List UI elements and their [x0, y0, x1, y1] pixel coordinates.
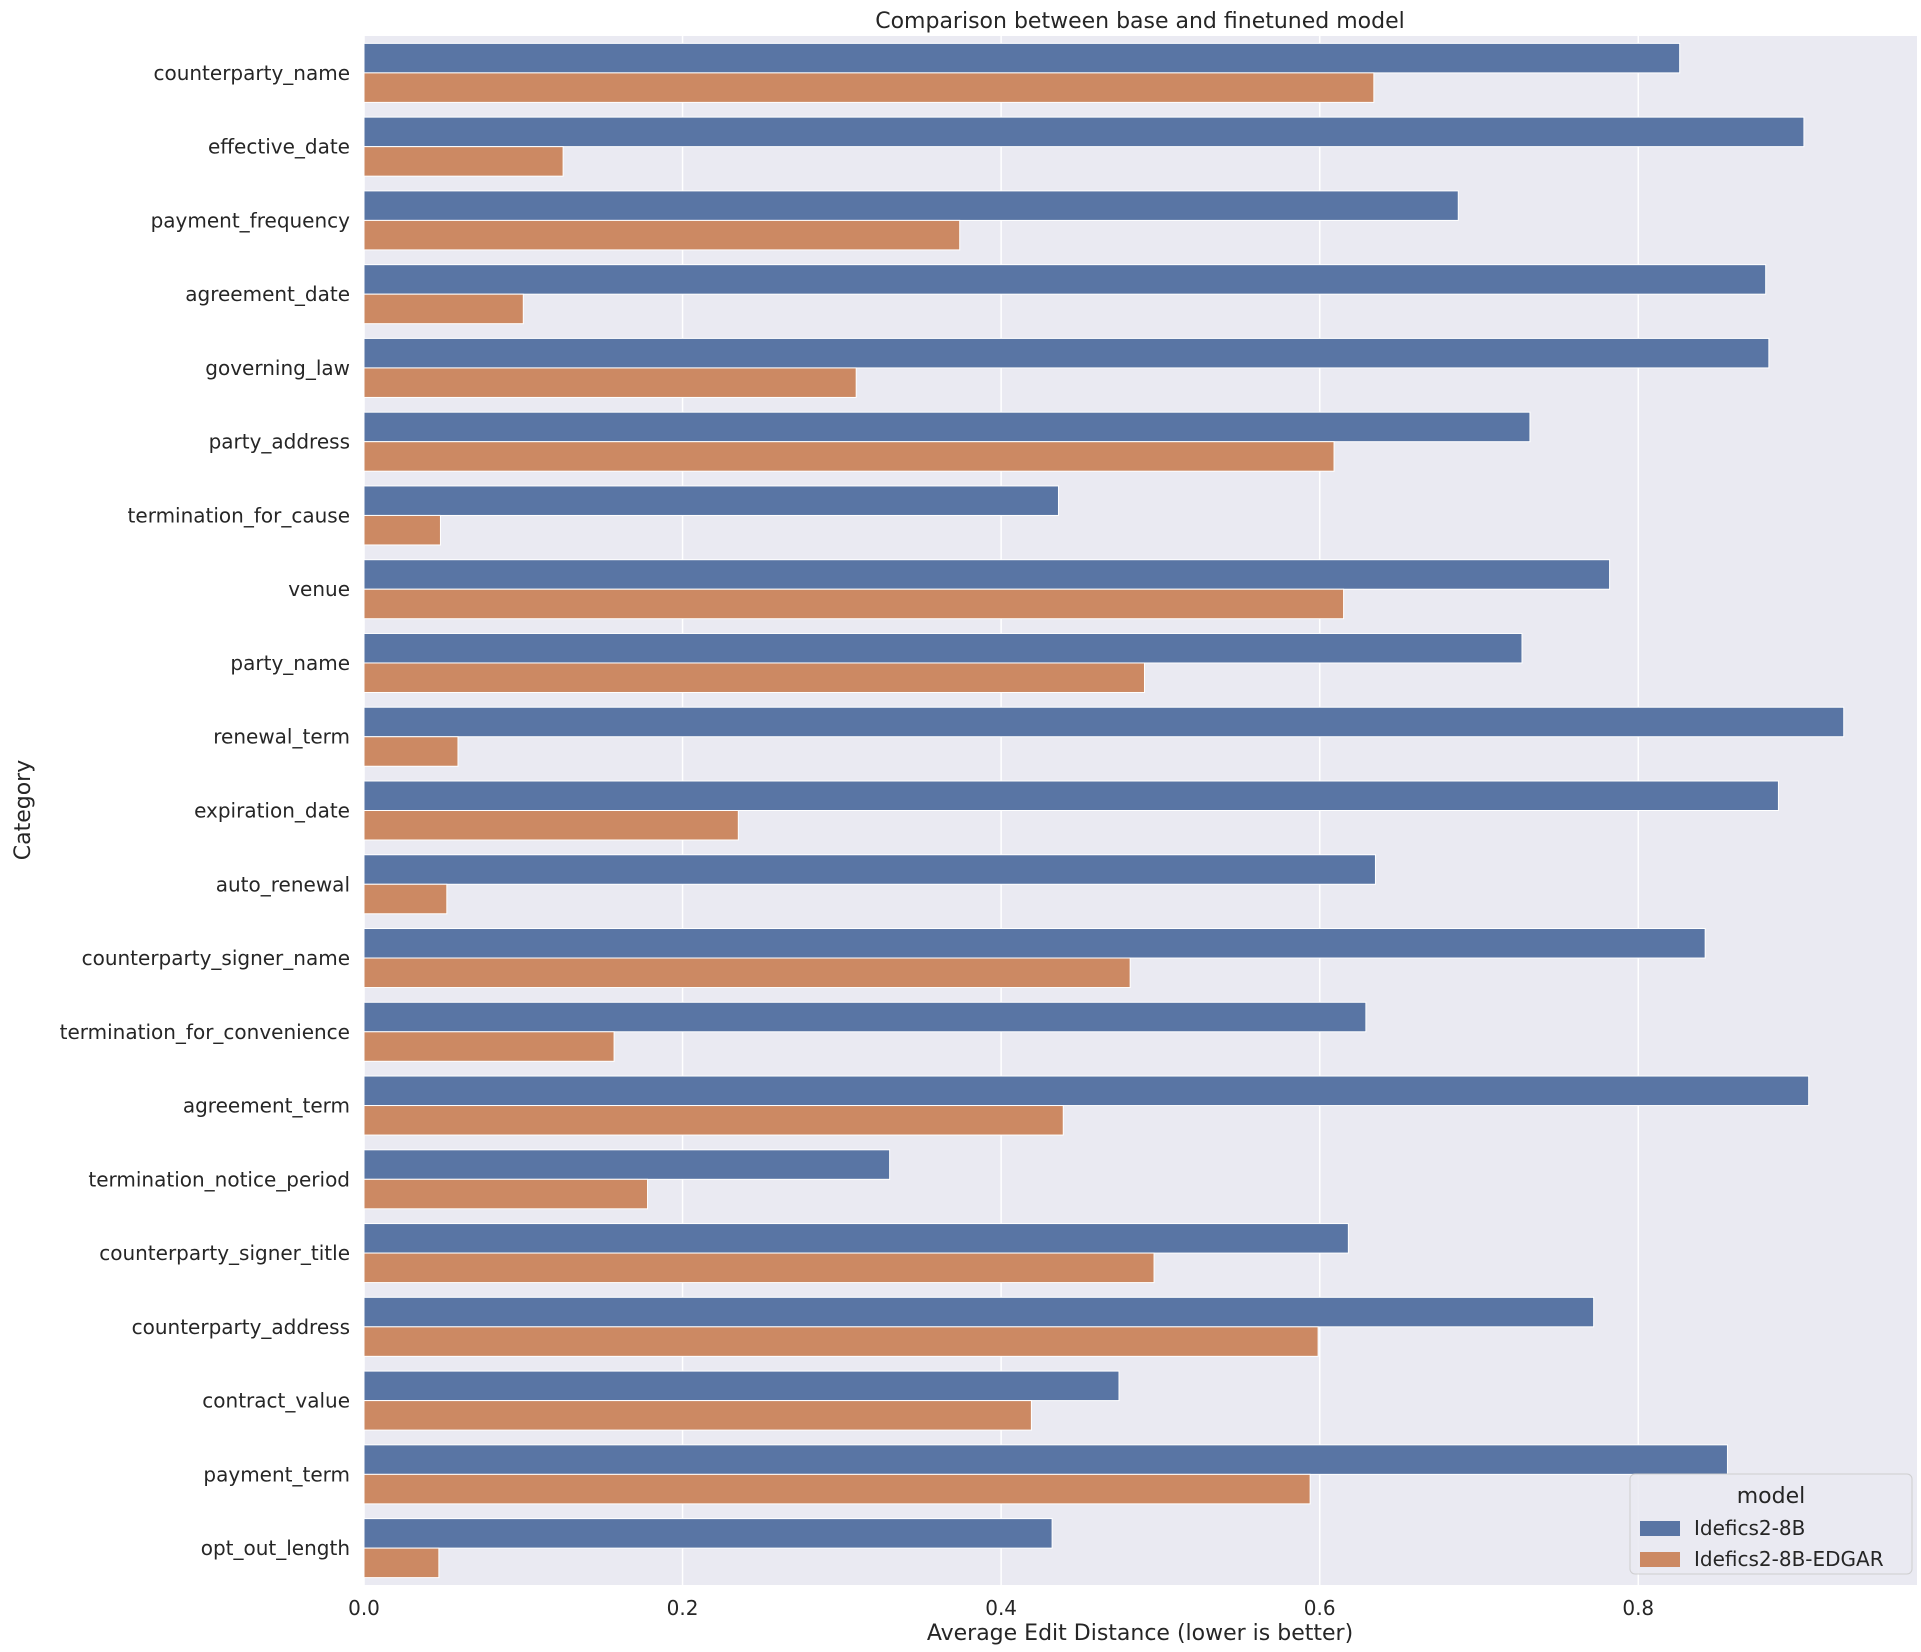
- y-tick-label: counterparty_signer_title: [99, 1241, 350, 1265]
- bar-termination_notice_period-series-1: [363, 1149, 891, 1180]
- bar-termination_for_cause-series-1: [363, 485, 1059, 516]
- chart-title: Comparison between base and finetuned mo…: [875, 9, 1405, 34]
- y-tick-label: governing_law: [205, 356, 350, 380]
- y-tick-label: termination_for_cause: [128, 503, 350, 527]
- bar-counterparty_signer_title-series-2: [363, 1252, 1155, 1284]
- y-tick-label: auto_renewal: [216, 872, 350, 896]
- bar-payment_term-series-2: [363, 1473, 1311, 1505]
- bar-party_name-series-2: [363, 662, 1145, 693]
- x-tick-label: 0.4: [985, 1596, 1017, 1620]
- bar-contract_value-series-2: [363, 1400, 1032, 1431]
- x-tick-labels: 0.0 0.2 0.4 0.6 0.8: [348, 1596, 1654, 1620]
- y-tick-label: renewal_term: [213, 725, 350, 749]
- y-tick-label: termination_notice_period: [88, 1167, 350, 1191]
- bar-agreement_term-series-1: [363, 1075, 1810, 1107]
- bar-counterparty_signer_name-series-1: [363, 928, 1706, 959]
- bar-effective_date-series-2: [363, 146, 564, 177]
- bar-party_address-series-2: [363, 441, 1335, 472]
- bar-expiration_date-series-1: [363, 780, 1779, 812]
- bar-party_name-series-1: [363, 632, 1523, 664]
- y-tick-label: expiration_date: [194, 799, 350, 823]
- bar-counterparty_name-series-2: [363, 72, 1375, 103]
- y-tick-label: effective_date: [208, 135, 350, 159]
- bar-venue-series-2: [363, 588, 1345, 620]
- bar-governing_law-series-1: [363, 337, 1770, 369]
- legend-swatch-series-1: [1640, 1521, 1680, 1536]
- bar-counterparty_name-series-1: [363, 42, 1681, 74]
- y-axis-label: Category: [11, 760, 36, 861]
- bar-counterparty_signer_title-series-1: [363, 1223, 1349, 1254]
- bar-renewal_term-series-1: [363, 706, 1845, 738]
- bar-agreement_date-series-1: [363, 264, 1767, 295]
- x-axis-label: Average Edit Distance (lower is better): [927, 1621, 1353, 1646]
- y-tick-label: counterparty_address: [132, 1315, 350, 1339]
- y-tick-label: party_name: [230, 651, 350, 675]
- bars: [363, 42, 1845, 1579]
- bar-termination_for_convenience-series-1: [363, 1001, 1367, 1033]
- bar-auto_renewal-series-2: [363, 883, 448, 915]
- x-tick-label: 0.0: [348, 1596, 380, 1620]
- legend-label-series-2: Idefics2-8B-EDGAR: [1694, 1547, 1884, 1571]
- bar-opt_out_length-series-1: [363, 1518, 1053, 1549]
- bar-opt_out_length-series-2: [363, 1547, 440, 1579]
- bar-termination_for_cause-series-2: [363, 514, 441, 546]
- bar-payment_frequency-series-2: [363, 219, 961, 251]
- legend: model Idefics2-8B Idefics2-8B-EDGAR: [1629, 1473, 1913, 1575]
- legend-box: [1629, 1473, 1913, 1575]
- y-tick-label: counterparty_name: [153, 61, 350, 85]
- x-tick-label: 0.6: [1304, 1596, 1336, 1620]
- y-tick-label: agreement_date: [185, 282, 350, 306]
- y-tick-label: counterparty_signer_name: [82, 946, 350, 970]
- x-tick-label: 0.8: [1622, 1596, 1654, 1620]
- y-tick-label: party_address: [209, 430, 350, 454]
- y-tick-label: opt_out_length: [201, 1536, 350, 1560]
- bar-venue-series-1: [363, 559, 1611, 590]
- bar-counterparty_address-series-1: [363, 1296, 1595, 1328]
- bar-renewal_term-series-2: [363, 736, 459, 767]
- bar-payment_frequency-series-1: [363, 190, 1459, 221]
- bar-agreement_date-series-2: [363, 293, 524, 325]
- bar-auto_renewal-series-1: [363, 854, 1376, 885]
- bar-counterparty_address-series-2: [363, 1326, 1319, 1357]
- bar-termination_notice_period-series-2: [363, 1178, 649, 1210]
- x-tick-label: 0.2: [667, 1596, 699, 1620]
- bar-party_address-series-1: [363, 411, 1531, 443]
- y-tick-label: contract_value: [202, 1389, 350, 1413]
- y-tick-labels: counterparty_name effective_date payment_f…: [60, 61, 351, 1560]
- legend-label-series-1: Idefics2-8B: [1694, 1516, 1805, 1540]
- y-tick-label: termination_for_convenience: [60, 1020, 350, 1044]
- bar-expiration_date-series-2: [363, 810, 739, 841]
- bar-agreement_term-series-2: [363, 1105, 1064, 1136]
- y-tick-label: venue: [288, 577, 350, 601]
- y-tick-label: payment_frequency: [151, 208, 351, 232]
- bar-counterparty_signer_name-series-2: [363, 957, 1131, 989]
- bar-contract_value-series-1: [363, 1370, 1120, 1402]
- bar-payment_term-series-1: [363, 1444, 1728, 1475]
- y-tick-label: payment_term: [203, 1462, 350, 1486]
- bar-governing_law-series-2: [363, 367, 857, 398]
- bar-termination_for_convenience-series-2: [363, 1031, 615, 1062]
- bar-effective_date-series-1: [363, 116, 1805, 148]
- legend-swatch-series-2: [1640, 1552, 1680, 1567]
- y-tick-label: agreement_term: [183, 1094, 350, 1118]
- legend-title: model: [1737, 1484, 1806, 1509]
